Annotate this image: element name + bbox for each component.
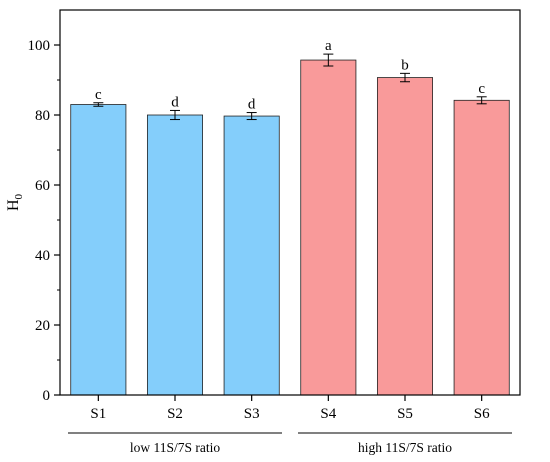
y-tick-label-60: 60: [35, 178, 50, 194]
group-label-2: high 11S/7S ratio: [358, 440, 452, 455]
error-bar-s5: [400, 72, 410, 83]
x-axis: S1 S2 S3 S4 S5 S6: [90, 395, 490, 422]
error-bar-s1: [93, 102, 104, 107]
x-tick-label-s6: S6: [474, 406, 490, 422]
bar-s2: [146, 114, 203, 396]
error-bars-layer: [93, 53, 487, 121]
group-label-1: low 11S/7S ratio: [130, 440, 221, 455]
error-bar-s3: [246, 112, 257, 121]
group-labels-layer: low 11S/7S ratio high 11S/7S ratio: [68, 432, 512, 455]
bar-s5: [376, 77, 433, 396]
significance-letter-s1: c: [95, 87, 102, 103]
error-bar-s6: [476, 96, 487, 105]
y-tick-label-20: 20: [35, 318, 50, 334]
significance-letter-s3: d: [248, 97, 256, 113]
y-tick-label-100: 100: [28, 38, 51, 54]
x-tick-label-s1: S1: [90, 406, 106, 422]
bar-s3: [223, 115, 280, 396]
bar-s1: [70, 104, 127, 396]
bar-s4: [300, 59, 357, 396]
x-tick-label-s4: S4: [320, 406, 336, 422]
significance-letters-layer: c d d a b c: [95, 38, 485, 112]
bar-s6: [453, 99, 510, 396]
y-tick-label-0: 0: [43, 388, 51, 404]
bars-layer: [70, 59, 510, 396]
x-tick-label-s3: S3: [244, 406, 260, 422]
significance-letter-s5: b: [401, 57, 409, 73]
y-axis-label: H0: [5, 193, 25, 211]
significance-letter-s4: a: [325, 38, 332, 54]
plot-frame: [59, 9, 521, 396]
x-tick-label-s5: S5: [397, 406, 413, 422]
error-bar-s2: [170, 109, 180, 121]
y-tick-label-80: 80: [35, 108, 50, 124]
y-axis: 0 20 40 60 80 100: [28, 38, 60, 404]
x-tick-label-s2: S2: [167, 406, 183, 422]
y-tick-label-40: 40: [35, 248, 50, 264]
error-bar-s4: [323, 53, 334, 67]
significance-letter-s6: c: [478, 81, 485, 97]
significance-letter-s2: d: [171, 94, 179, 110]
